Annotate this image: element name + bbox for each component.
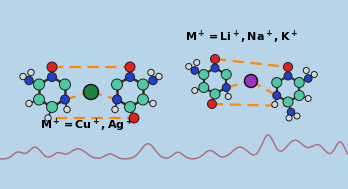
Circle shape bbox=[272, 101, 278, 108]
Circle shape bbox=[148, 69, 154, 76]
Circle shape bbox=[211, 64, 219, 72]
Circle shape bbox=[199, 70, 209, 80]
Circle shape bbox=[303, 67, 309, 74]
Circle shape bbox=[245, 74, 258, 88]
Circle shape bbox=[137, 94, 149, 105]
Circle shape bbox=[20, 73, 26, 80]
Circle shape bbox=[287, 108, 295, 116]
Circle shape bbox=[283, 97, 293, 107]
Circle shape bbox=[194, 60, 200, 66]
Circle shape bbox=[304, 75, 312, 82]
Circle shape bbox=[222, 84, 230, 91]
Circle shape bbox=[33, 79, 45, 90]
Circle shape bbox=[284, 63, 293, 71]
Circle shape bbox=[60, 79, 71, 90]
Circle shape bbox=[284, 72, 292, 80]
Text: $\mathbf{M^+ = Cu^+, Ag^+}$: $\mathbf{M^+ = Cu^+, Ag^+}$ bbox=[40, 117, 133, 134]
Circle shape bbox=[273, 91, 281, 99]
Circle shape bbox=[211, 54, 220, 64]
Circle shape bbox=[47, 101, 57, 112]
Circle shape bbox=[272, 77, 282, 88]
Circle shape bbox=[45, 115, 51, 121]
Circle shape bbox=[47, 62, 57, 72]
Circle shape bbox=[137, 79, 149, 90]
Circle shape bbox=[294, 77, 304, 88]
Circle shape bbox=[125, 101, 135, 112]
Circle shape bbox=[25, 76, 33, 85]
Circle shape bbox=[126, 73, 134, 81]
Circle shape bbox=[221, 70, 231, 80]
Circle shape bbox=[149, 76, 157, 85]
Circle shape bbox=[150, 100, 156, 107]
Circle shape bbox=[186, 64, 192, 70]
Circle shape bbox=[125, 62, 135, 72]
Circle shape bbox=[210, 89, 220, 99]
Circle shape bbox=[112, 95, 121, 104]
Circle shape bbox=[26, 100, 32, 107]
Circle shape bbox=[294, 91, 304, 101]
Circle shape bbox=[156, 73, 162, 80]
Circle shape bbox=[192, 88, 198, 94]
Circle shape bbox=[191, 67, 199, 74]
Circle shape bbox=[61, 95, 70, 104]
Circle shape bbox=[294, 113, 300, 119]
Circle shape bbox=[64, 106, 70, 113]
Circle shape bbox=[111, 79, 122, 90]
Circle shape bbox=[84, 84, 98, 99]
Circle shape bbox=[33, 94, 45, 105]
Circle shape bbox=[28, 69, 34, 76]
Circle shape bbox=[112, 106, 118, 113]
Circle shape bbox=[305, 95, 311, 101]
Circle shape bbox=[207, 99, 216, 108]
Circle shape bbox=[199, 83, 209, 92]
Circle shape bbox=[286, 115, 292, 121]
Circle shape bbox=[129, 113, 139, 123]
Circle shape bbox=[311, 71, 317, 77]
Text: $\mathbf{M^+ = Li^+, Na^+, K^+}$: $\mathbf{M^+ = Li^+, Na^+, K^+}$ bbox=[185, 29, 298, 46]
Circle shape bbox=[225, 94, 231, 99]
Circle shape bbox=[47, 73, 56, 81]
